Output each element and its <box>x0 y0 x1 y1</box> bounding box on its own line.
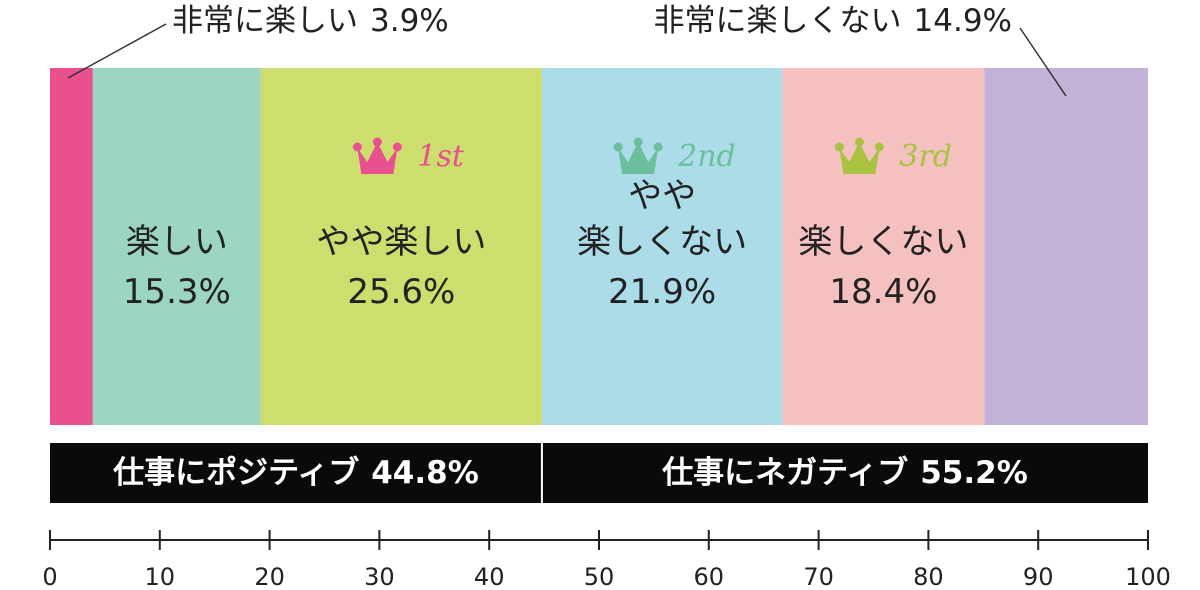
group-name: 仕事にポジティブ <box>113 455 359 491</box>
x-tick-label: 90 <box>1023 563 1054 590</box>
group-value: 44.8% <box>371 455 479 491</box>
crown-icon <box>352 137 402 174</box>
group-bar <box>542 443 1148 503</box>
crown-jewel <box>874 142 884 152</box>
crown-icon <box>613 137 663 174</box>
category-label: やや 楽しくない <box>577 176 748 262</box>
group-name: 仕事にネガティブ <box>662 455 908 491</box>
crown-jewel <box>653 142 663 152</box>
category-label: 非常に楽しい <box>172 3 358 39</box>
x-tick-label: 70 <box>803 563 834 590</box>
rank-label: 1st <box>417 139 464 174</box>
x-tick-label: 80 <box>913 563 944 590</box>
bar-segment <box>50 68 93 425</box>
category-label: 楽しい <box>125 222 228 262</box>
crown-jewel <box>352 142 362 152</box>
crown-jewel <box>613 142 623 152</box>
crown-jewel <box>834 142 844 152</box>
x-tick-label: 40 <box>474 563 505 590</box>
rank-label: 2nd <box>677 139 736 174</box>
value-label: 14.9% <box>914 3 1012 39</box>
x-tick-label: 60 <box>694 563 725 590</box>
value-label: 21.9% <box>608 272 717 312</box>
rank-label: 3rd <box>899 139 952 174</box>
crown-jewel <box>372 137 382 147</box>
group-value: 55.2% <box>920 455 1028 491</box>
crown-jewel <box>854 137 864 147</box>
bar-segment <box>782 68 985 425</box>
outside-label: 非常に楽しい 3.9% <box>172 3 449 39</box>
value-label: 3.9% <box>370 3 449 39</box>
bar-segment <box>92 68 261 425</box>
category-label: 非常に楽しくない <box>654 3 902 39</box>
bar-segment <box>260 68 542 425</box>
crown-jewel <box>392 142 402 152</box>
x-tick-label: 30 <box>364 563 395 590</box>
group-label: 仕事にネガティブ 55.2% <box>662 455 1028 491</box>
crown-shape <box>618 142 659 174</box>
category-label: 楽しくない <box>798 222 969 262</box>
crown-jewel <box>633 137 643 147</box>
group-bar <box>50 443 541 503</box>
x-tick-label: 10 <box>145 563 176 590</box>
value-label: 25.6% <box>347 272 456 312</box>
value-label: 15.3% <box>122 272 231 312</box>
bar-segment <box>984 68 1148 425</box>
bar-segment <box>541 68 783 425</box>
group-label: 仕事にポジティブ 44.8% <box>113 455 479 491</box>
x-tick-label: 0 <box>42 563 57 590</box>
x-tick-label: 100 <box>1125 563 1171 590</box>
x-tick-label: 50 <box>584 563 615 590</box>
x-tick-label: 20 <box>254 563 285 590</box>
category-label: やや楽しい <box>316 222 487 262</box>
leader-line <box>1019 27 1067 97</box>
crown-icon <box>834 137 884 174</box>
leader-line <box>67 23 167 79</box>
value-label: 18.4% <box>829 272 938 312</box>
crown-shape <box>357 142 398 174</box>
crown-shape <box>839 142 880 174</box>
outside-label: 非常に楽しくない 14.9% <box>654 3 1012 39</box>
